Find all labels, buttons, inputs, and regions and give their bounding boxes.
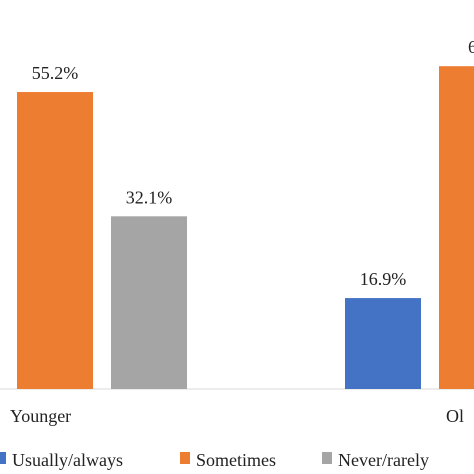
legend: Usually/always Sometimes Never/rarely: [0, 450, 429, 470]
bar-younger-sometimes: [17, 92, 93, 390]
legend-label: Sometimes: [196, 450, 276, 470]
data-label: 55.2%: [32, 63, 79, 83]
legend-swatch: [0, 452, 6, 464]
data-label: 16.9%: [360, 269, 407, 289]
legend-label: Never/rarely: [338, 450, 429, 470]
category-label: Ol: [446, 406, 464, 426]
bar-older-sometimes: [439, 66, 474, 389]
category-ticks-layer: Younger Ol: [10, 406, 464, 426]
bars-layer: [17, 66, 474, 390]
legend-swatch: [322, 452, 332, 464]
bar-younger-never-rarely: [111, 216, 187, 389]
bar-older-usually-always: [345, 298, 421, 389]
data-labels-layer: 55.2% 32.1% 16.9% 60: [32, 37, 474, 289]
category-label: Younger: [10, 406, 71, 426]
data-label: 32.1%: [126, 187, 173, 207]
data-label: 60: [468, 37, 474, 57]
legend-swatch: [180, 452, 190, 464]
legend-label: Usually/always: [12, 450, 123, 470]
legend-item: Never/rarely: [322, 450, 429, 470]
legend-item: Usually/always: [0, 450, 123, 470]
legend-item: Sometimes: [180, 450, 276, 470]
